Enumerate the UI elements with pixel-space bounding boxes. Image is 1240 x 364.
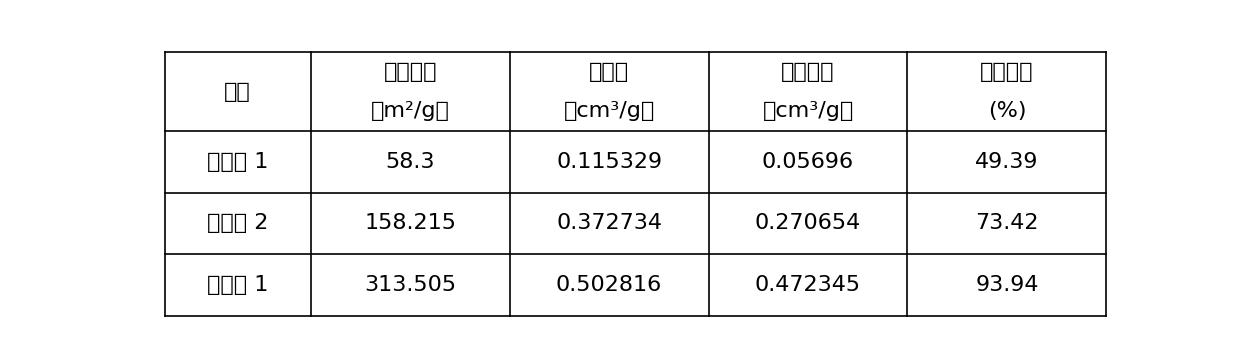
Text: 0.270654: 0.270654 <box>755 213 861 233</box>
Text: 对比例 1: 对比例 1 <box>207 152 268 172</box>
Text: 0.372734: 0.372734 <box>556 213 662 233</box>
Text: 总孔容: 总孔容 <box>589 62 629 82</box>
Text: （cm³/g）: （cm³/g） <box>763 101 853 121</box>
Text: 313.505: 313.505 <box>365 275 456 295</box>
Text: 58.3: 58.3 <box>386 152 435 172</box>
Text: 实施例 1: 实施例 1 <box>207 275 268 295</box>
Text: 0.502816: 0.502816 <box>556 275 662 295</box>
Text: 73.42: 73.42 <box>975 213 1039 233</box>
Text: 介孔孔容: 介孔孔容 <box>781 62 835 82</box>
Text: （cm³/g）: （cm³/g） <box>563 101 655 121</box>
Text: 样品: 样品 <box>224 82 250 102</box>
Text: 0.472345: 0.472345 <box>755 275 861 295</box>
Text: 0.05696: 0.05696 <box>761 152 854 172</box>
Text: (%): (%) <box>988 101 1027 121</box>
Text: 158.215: 158.215 <box>365 213 456 233</box>
Text: 比表面积: 比表面积 <box>383 62 436 82</box>
Text: 49.39: 49.39 <box>975 152 1039 172</box>
Text: 介孔比例: 介孔比例 <box>980 62 1034 82</box>
Text: 对比例 2: 对比例 2 <box>207 213 268 233</box>
Text: 0.115329: 0.115329 <box>556 152 662 172</box>
Text: （m²/g）: （m²/g） <box>371 101 450 121</box>
Text: 93.94: 93.94 <box>975 275 1039 295</box>
